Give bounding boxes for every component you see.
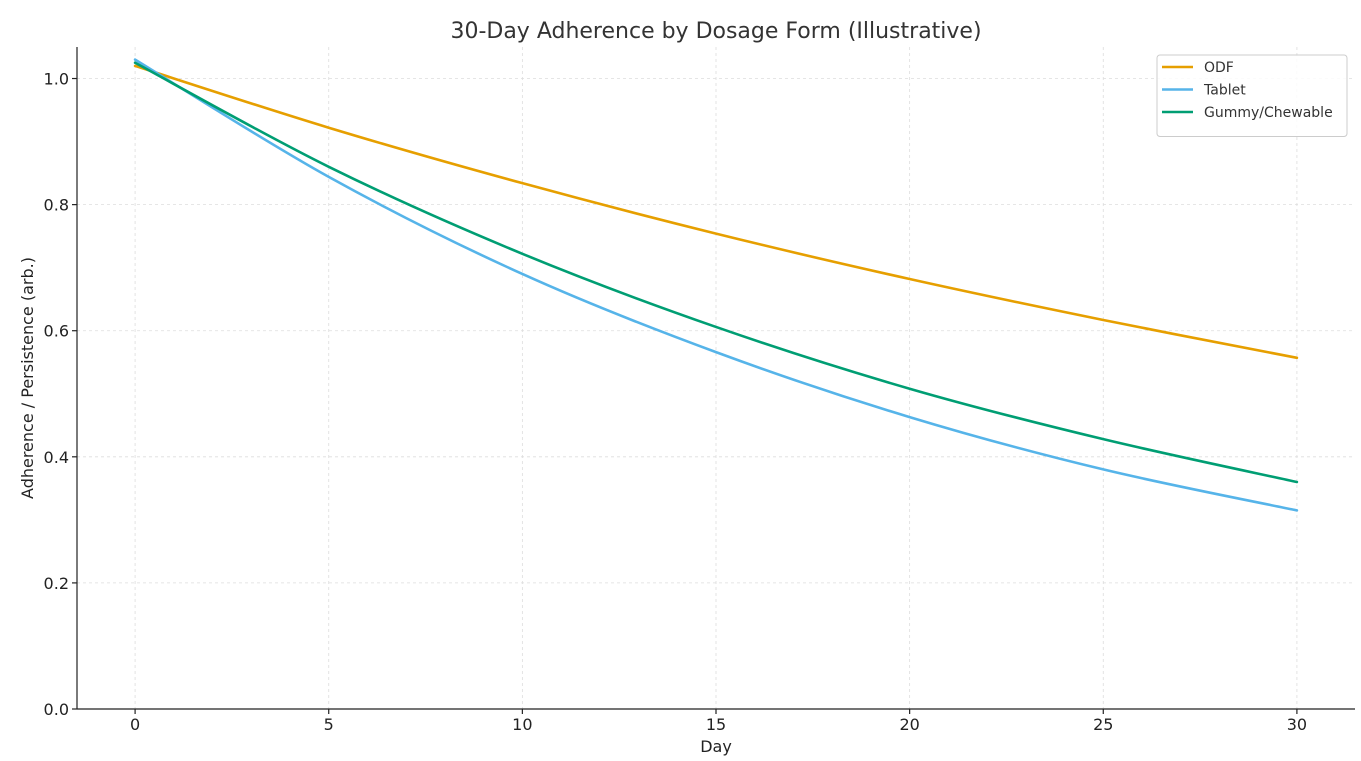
x-axis-label: Day xyxy=(700,737,732,756)
legend-label-gummy-chewable: Gummy/Chewable xyxy=(1204,105,1333,121)
y-axis-label: Adherence / Persistence (arb.) xyxy=(18,257,37,499)
chart-title: 30-Day Adherence by Dosage Form (Illustr… xyxy=(450,19,981,44)
legend: ODF Tablet Gummy/Chewable xyxy=(1156,54,1348,137)
y-tick-label: 0.2 xyxy=(44,574,69,593)
legend-frame xyxy=(1156,54,1348,137)
x-tick-label: 15 xyxy=(706,715,726,734)
x-tick-label: 0 xyxy=(130,715,140,734)
x-tick-label: 5 xyxy=(324,715,334,734)
grid xyxy=(77,47,1355,710)
x-tick-label: 10 xyxy=(512,715,532,734)
y-tick-label: 0.8 xyxy=(44,196,69,215)
ticks: 0 5 10 15 20 25 30 0.0 0.2 0.4 0.6 0.8 1.0 xyxy=(44,70,1308,734)
x-tick-label: 25 xyxy=(1093,715,1113,734)
y-tick-label: 0.4 xyxy=(44,448,69,467)
x-tick-label: 20 xyxy=(899,715,919,734)
legend-label-tablet: Tablet xyxy=(1203,83,1246,99)
x-tick-label: 30 xyxy=(1287,715,1307,734)
y-tick-label: 0.6 xyxy=(44,322,69,341)
series-lines xyxy=(133,58,1299,512)
series-line-gummy-chewable xyxy=(133,61,1299,484)
legend-label-odf: ODF xyxy=(1204,60,1234,76)
series-line-tablet xyxy=(133,58,1299,512)
y-tick-label: 0.0 xyxy=(44,700,69,719)
series-line-odf xyxy=(133,64,1299,360)
y-tick-label: 1.0 xyxy=(44,70,69,89)
